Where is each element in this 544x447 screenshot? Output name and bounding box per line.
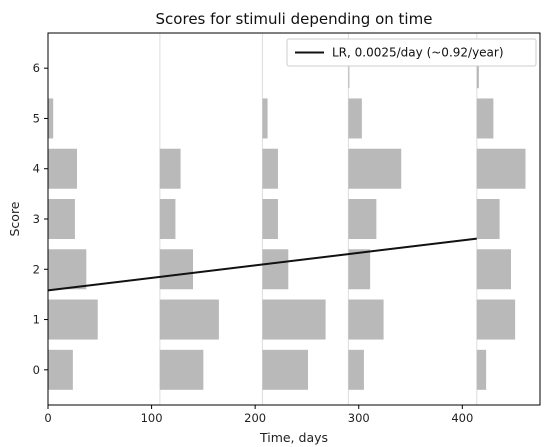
histogram-bar <box>262 148 278 189</box>
histogram-bar <box>348 299 384 340</box>
y-tick-label: 3 <box>33 212 40 226</box>
histogram-bar <box>476 199 500 239</box>
histogram-bar <box>262 98 268 139</box>
chart-title: Scores for stimuli depending on time <box>156 10 433 28</box>
histogram-bar <box>348 249 371 290</box>
legend-box <box>286 38 537 67</box>
histogram-bar <box>262 349 308 390</box>
y-tick-label: 4 <box>33 162 40 176</box>
plot-frame <box>47 32 541 406</box>
histogram-bar <box>48 249 87 290</box>
x-tick-label: 400 <box>451 411 473 425</box>
x-tick-label: 300 <box>348 411 370 425</box>
histogram-bar <box>48 299 98 340</box>
plot-content <box>47 33 526 405</box>
x-axis-title: Time, days <box>259 430 328 445</box>
histogram-bar <box>476 148 526 189</box>
regression-line <box>47 237 477 292</box>
histogram-bar <box>159 199 176 239</box>
histogram-bar <box>48 199 75 239</box>
histogram-bar <box>476 48 479 89</box>
histogram-bar <box>348 48 350 89</box>
histogram-bar <box>159 299 219 340</box>
histogram-bar <box>262 199 278 239</box>
histogram-bar <box>476 98 494 139</box>
y-tick-label: 5 <box>33 111 40 125</box>
histogram-bar <box>476 299 516 340</box>
histogram-bar <box>348 199 377 239</box>
y-tick-label: 6 <box>33 61 40 75</box>
histogram-bar <box>48 349 73 390</box>
y-tick-label: 2 <box>33 262 40 276</box>
histogram-bar <box>48 148 78 189</box>
histogram-bar <box>348 148 402 189</box>
histogram-bar <box>476 349 487 390</box>
y-tick-label: 1 <box>33 313 40 327</box>
legend: LR, 0.0025/day (~0.92/year) <box>286 38 537 67</box>
histogram-bar <box>348 98 362 139</box>
histogram-bar <box>476 249 511 290</box>
y-tick-label: 0 <box>33 363 40 377</box>
x-tick-label: 100 <box>141 411 163 425</box>
x-tick-label: 0 <box>44 411 51 425</box>
axis-ticks: 0 100 200 300 400 0 1 2 3 4 5 6 <box>33 61 474 425</box>
histogram-bar <box>159 148 181 189</box>
histogram-bar <box>159 249 194 290</box>
histogram-bar <box>262 249 289 290</box>
legend-label: LR, 0.0025/day (~0.92/year) <box>332 46 504 60</box>
x-tick-label: 200 <box>244 411 266 425</box>
y-axis-title: Score <box>7 201 22 236</box>
histogram-bar <box>348 349 364 390</box>
histogram-bar <box>159 349 204 390</box>
histogram-bar <box>262 299 326 340</box>
histogram-bar <box>48 98 54 139</box>
